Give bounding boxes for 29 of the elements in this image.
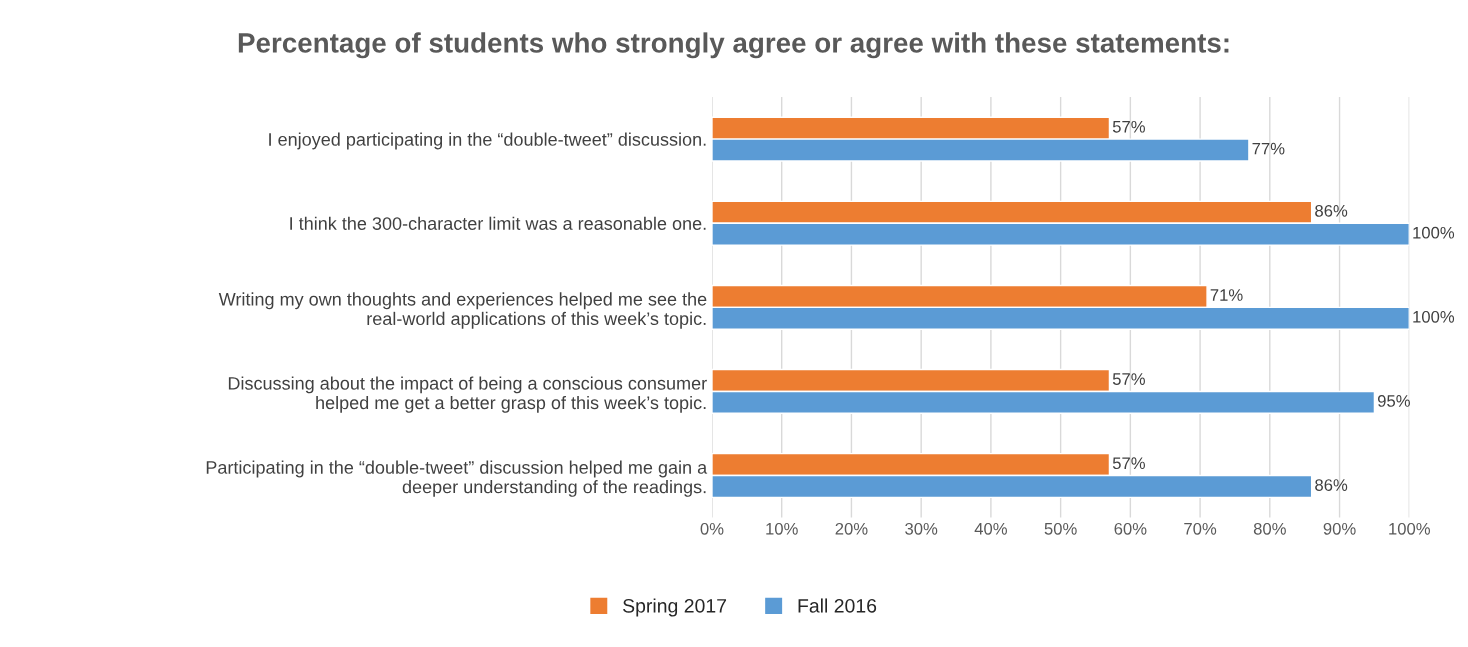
x-tick-label: 60% [1114,522,1147,535]
y-tick-label: Discussing about the impact of being a conscious consumer helped me get a better grasp of this week’s topic. [228,376,707,413]
y-tick-label: I think the 300-character limit was a reasonable one. [290,216,706,230]
x-tick-label: 10% [766,522,798,535]
x-tick-label: 40% [974,522,1007,535]
data-label: 95% [1377,395,1410,407]
legend-label: Fall 2016 [798,598,877,613]
x-tick-label: 30% [905,522,938,535]
x-tick-label: 80% [1253,522,1286,535]
x-tick-label: 100% [1389,522,1430,535]
legend-label: Spring 2017 [623,598,727,617]
data-label: 57% [1112,373,1145,385]
data-label: 86% [1315,204,1348,217]
data-label: 100% [1413,310,1455,323]
y-tick-label: I enjoyed participating in the “double-tweet” discussion. [269,132,706,150]
data-label: 77% [1252,142,1285,155]
data-label: 100% [1413,226,1455,239]
y-tick-label: Writing my own thoughts and experiences helped me see the real-world applications of this week’s topic. [218,292,707,329]
chart-title: Percentage of students who strongly agree or agree with these statements: [238,32,1229,59]
data-label: 57% [1112,457,1145,470]
x-tick-label: 20% [835,522,868,535]
data-label: 71% [1210,289,1243,301]
x-tick-label: 70% [1184,522,1217,535]
x-tick-label: 50% [1044,522,1077,535]
data-label: 57% [1112,120,1145,133]
y-tick-label: Participating in the “double-tweet” discussion helped me gain a deeper understanding of the readings. [206,460,708,497]
data-label: 86% [1315,479,1348,491]
x-tick-label: 90% [1323,522,1356,535]
x-tick-label: 0% [700,522,724,535]
